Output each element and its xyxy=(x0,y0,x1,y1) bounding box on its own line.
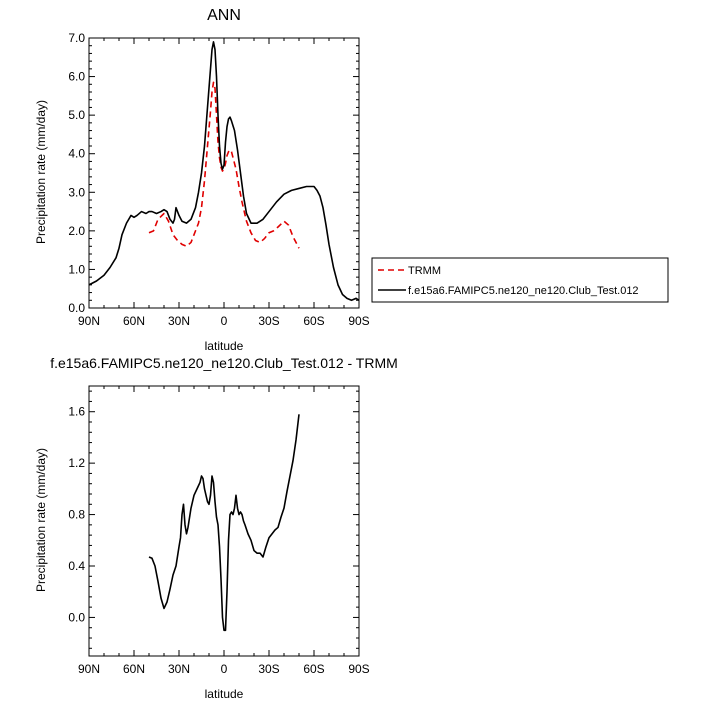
plot-area: 90N 60N 30N 0 30S 60S 90S 0.0 1.0 2.0 3.0 4.0 5.0 6.0… xyxy=(68,31,369,328)
plot-frame xyxy=(88,37,360,309)
x-tick-label: 0 xyxy=(221,662,228,676)
y-tick-label: 5.0 xyxy=(68,108,85,122)
x-axis-label: latitude xyxy=(205,687,244,701)
x-axis-label: latitude xyxy=(205,339,244,353)
plot-area: 90N 60N 30N 0 30S 60S 90S 0.0 0.4 0.8 1.2 1.6 xyxy=(68,385,370,676)
y-tick-label: 0.4 xyxy=(68,559,85,573)
panel-annual-mean: ANN 90N 60N 30N 0 30S 60S 90S 0.0 1.0 2.0 3.0 4.0 5.… xyxy=(34,7,370,353)
chart-title: ANN xyxy=(207,7,241,24)
y-tick-label: 0.8 xyxy=(68,508,85,522)
x-tick-label: 60N xyxy=(123,662,145,676)
series-line-2 xyxy=(88,41,360,302)
panel-difference: f.e15a6.FAMIPC5.ne120_ne120.Club_Test.01… xyxy=(34,355,398,701)
y-tick-label: 4.0 xyxy=(68,147,85,161)
y-tick-label: 6.0 xyxy=(68,70,85,84)
y-axis-label: Precipitation rate (mm/day) xyxy=(34,100,48,244)
x-tick-label: 90S xyxy=(348,662,369,676)
x-tick-label: 30N xyxy=(168,662,190,676)
series-line-1 xyxy=(148,414,300,632)
x-tick-label: 30N xyxy=(168,314,190,328)
x-tick-label: 90S xyxy=(348,314,369,328)
x-tick-label: 30S xyxy=(258,314,279,328)
y-tick-label: 7.0 xyxy=(68,31,85,45)
y-axis-label: Precipitation rate (mm/day) xyxy=(34,448,48,592)
x-tick-label: 60N xyxy=(123,314,145,328)
y-tick-label: 0.0 xyxy=(68,610,85,624)
chart-title: f.e15a6.FAMIPC5.ne120_ne120.Club_Test.01… xyxy=(50,355,398,371)
y-tick-label: 1.6 xyxy=(68,405,85,419)
plot-frame xyxy=(88,385,360,657)
legend-label-model: f.e15a6.FAMIPC5.ne120_ne120.Club_Test.01… xyxy=(408,285,639,297)
x-tick-label: 30S xyxy=(258,662,279,676)
x-tick-label: 60S xyxy=(303,314,324,328)
y-tick-label: 2.0 xyxy=(68,224,85,238)
y-tick-label: 1.0 xyxy=(68,262,85,276)
x-tick-label: 60S xyxy=(303,662,324,676)
y-tick-label: 1.2 xyxy=(68,456,85,470)
legend: TRMM f.e15a6.FAMIPC5.ne120_ne120.Club_Te… xyxy=(371,257,669,303)
y-tick-label: 0.0 xyxy=(68,301,85,315)
x-tick-label: 0 xyxy=(221,314,228,328)
legend-label-trmm: TRMM xyxy=(408,265,441,277)
legend-box xyxy=(371,257,669,303)
x-tick-label: 90N xyxy=(78,662,100,676)
x-tick-label: 90N xyxy=(78,314,100,328)
y-tick-label: 3.0 xyxy=(68,185,85,199)
